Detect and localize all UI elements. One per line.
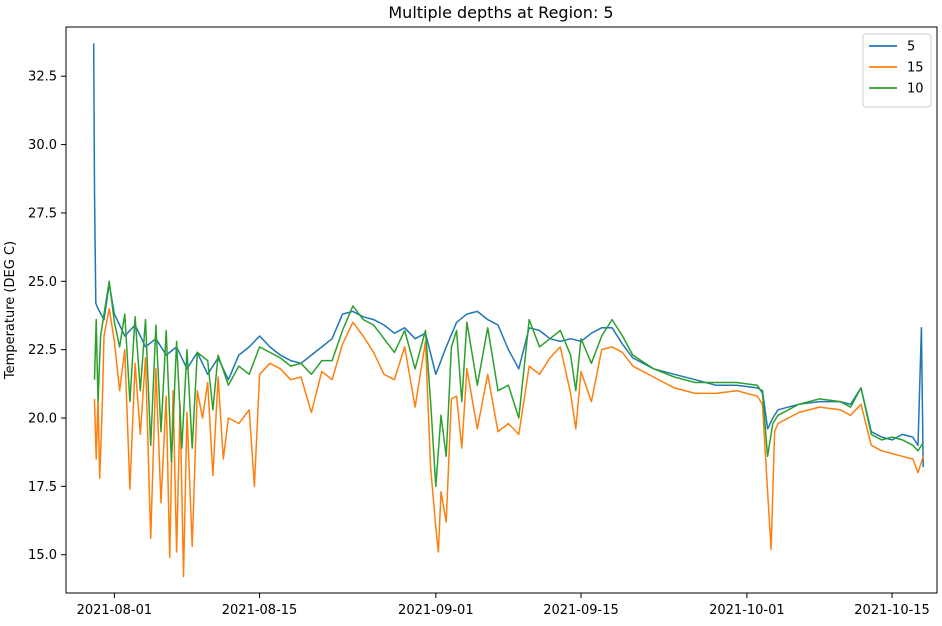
- y-tick-label: 22.5: [28, 343, 57, 358]
- x-tick-label: 2021-10-01: [709, 603, 785, 618]
- legend-label-10: 10: [907, 82, 924, 97]
- y-tick-label: 27.5: [28, 206, 57, 221]
- series-line-15: [93, 307, 924, 578]
- y-axis-ticks: 15.0 17.5 20.0 22.5 25.0 27.5 30.0 32.5: [28, 70, 66, 563]
- y-axis-label: Temperature (DEG C): [3, 241, 18, 380]
- x-tick-label: 2021-09-15: [543, 603, 619, 618]
- legend-label-15: 15: [907, 61, 924, 76]
- legend: 5 15 10: [862, 33, 932, 108]
- chart-title: Multiple depths at Region: 5: [388, 3, 613, 22]
- legend-label-5: 5: [907, 40, 915, 55]
- series-layer: [92, 43, 924, 578]
- y-tick-label: 30.0: [28, 138, 57, 153]
- x-axis-ticks: 2021-08-01 2021-08-15 2021-09-01 2021-09-15…: [77, 593, 930, 618]
- x-tick-label: 2021-08-15: [222, 603, 298, 618]
- plot-frame: [65, 26, 938, 594]
- series-line-10: [93, 280, 924, 488]
- x-tick-label: 2021-09-01: [398, 603, 474, 618]
- y-tick-label: 17.5: [28, 480, 57, 495]
- x-tick-label: 2021-08-01: [77, 603, 153, 618]
- x-tick-label: 2021-10-15: [854, 603, 930, 618]
- y-tick-label: 32.5: [28, 70, 57, 85]
- y-tick-label: 25.0: [28, 275, 57, 290]
- series-line-5: [92, 43, 924, 468]
- y-tick-label: 15.0: [28, 548, 57, 563]
- y-tick-label: 20.0: [28, 412, 57, 427]
